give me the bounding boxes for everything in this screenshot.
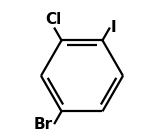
Text: I: I	[110, 20, 116, 35]
Text: Br: Br	[34, 117, 53, 132]
Text: Cl: Cl	[46, 12, 62, 27]
